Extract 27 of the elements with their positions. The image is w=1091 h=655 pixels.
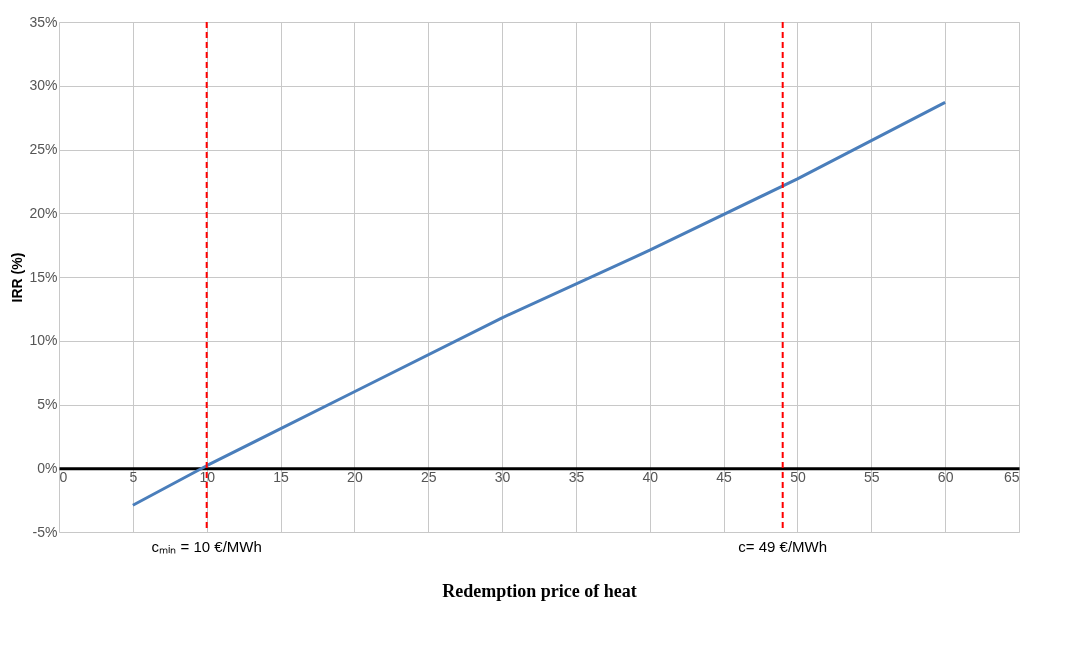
x-tick-label: 20 (347, 468, 363, 485)
y-axis-title: IRR (%) (9, 252, 26, 303)
x-tick-label: 15 (273, 468, 290, 485)
y-tick-label: 15% (29, 268, 58, 285)
y-tick-label: 20% (29, 204, 58, 221)
x-tick-label: 0 (59, 468, 68, 485)
x-tick-label: 50 (790, 468, 806, 485)
x-tick-label: 25 (420, 468, 437, 485)
y-tick-label: 30% (29, 77, 58, 94)
x-tick-label: 65 (1003, 468, 1020, 485)
x-tick-label: 10 (199, 468, 216, 485)
y-tick-label: 35% (29, 13, 58, 30)
ref-line-label: cₘᵢₙ = 10 €/MWh (151, 538, 262, 555)
y-tick-label: 0% (37, 459, 58, 476)
y-tick-label: 5% (37, 396, 58, 412)
x-tick-label: 5 (129, 468, 138, 485)
y-tick-label: -5% (32, 523, 58, 540)
x-tick-label: 40 (642, 468, 659, 485)
x-tick-label: 35 (568, 468, 585, 485)
x-axis-title: Redemption price of heat (442, 580, 637, 601)
y-tick-label: 10% (29, 332, 58, 349)
x-tick-label: 60 (937, 468, 954, 485)
ref-line-label: c= 49 €/MWh (738, 538, 828, 555)
y-tick-label: 25% (29, 141, 58, 157)
x-tick-label: 45 (716, 468, 733, 485)
x-tick-label: 55 (864, 468, 880, 485)
x-tick-label: 30 (494, 468, 511, 485)
